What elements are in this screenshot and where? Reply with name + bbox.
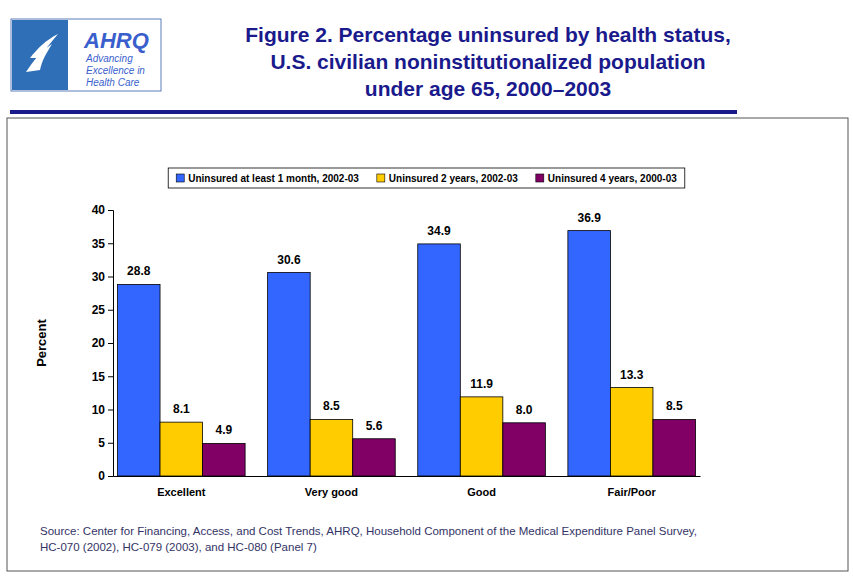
bar [160, 422, 203, 476]
axis-title: Percent [34, 318, 49, 366]
source-note: Source: Center for Financing, Access, an… [40, 525, 697, 537]
tick-label: 35 [92, 237, 106, 251]
tick-label: 15 [92, 370, 106, 384]
bar [653, 419, 696, 476]
tick: 15 [92, 370, 113, 384]
bar [568, 231, 611, 476]
tick-label: 25 [92, 303, 106, 317]
bar [418, 244, 461, 476]
bar [268, 273, 311, 476]
logo-text: Excellence in [86, 65, 145, 76]
tick-mark [108, 277, 113, 278]
tick-mark [108, 376, 113, 377]
tick-mark [108, 343, 113, 344]
bar [118, 284, 161, 476]
tick-label: Excellent [157, 486, 206, 498]
tick: Fair/Poor [608, 476, 657, 498]
tick-label: Good [467, 486, 496, 498]
bar [310, 419, 353, 476]
tick-mark [108, 210, 113, 211]
tick-label: 20 [92, 336, 106, 350]
tick: 40 [92, 203, 113, 217]
data-label: 13.3 [620, 368, 644, 382]
panel-frame [7, 118, 848, 571]
data-label: 8.0 [516, 403, 533, 417]
tick-label: 5 [98, 436, 105, 450]
legend-swatch [176, 174, 184, 182]
logo-text: AHRQ [83, 28, 149, 53]
bars [118, 231, 696, 476]
bar [353, 439, 396, 476]
axis-line [108, 211, 114, 477]
legend-label: Uninsured 4 years, 2000-03 [548, 173, 677, 184]
logo-emblem [26, 34, 58, 72]
data-label: 36.9 [577, 211, 601, 225]
tick-label: Fair/Poor [608, 486, 657, 498]
bar [203, 443, 246, 476]
data-label: 4.9 [216, 423, 233, 437]
data-label: 5.6 [366, 419, 383, 433]
bar [503, 423, 546, 476]
tick: Excellent [157, 476, 206, 498]
header-rule [10, 110, 737, 114]
tick-mark [108, 443, 113, 444]
title: under age 65, 2000–2003 [365, 77, 611, 100]
logo-seal [12, 20, 68, 90]
title: Figure 2. Percentage uninsured by health… [245, 23, 730, 46]
legend: Uninsured at least 1 month, 2002-03 Unins… [168, 168, 685, 188]
data-label: 34.9 [427, 224, 451, 238]
legend-label: Uninsured at least 1 month, 2002-03 [188, 173, 359, 184]
y-axis: 0 5 10 15 20 25 30 35 40 [92, 203, 114, 483]
legend-swatch [536, 174, 544, 182]
data-label: 28.8 [127, 264, 151, 278]
tick-label: 10 [92, 403, 106, 417]
legend-label: Uninsured 2 years, 2002-03 [389, 173, 518, 184]
logo-frame [11, 19, 161, 91]
tick: 5 [98, 436, 113, 450]
bar [460, 397, 503, 476]
tick-label: 30 [92, 270, 106, 284]
background [0, 0, 853, 576]
tick: 35 [92, 237, 113, 251]
x-axis: Excellent Very good Good Fair/Poor [114, 476, 701, 498]
tick: 10 [92, 403, 113, 417]
tick: 25 [92, 303, 113, 317]
tick-mark [108, 243, 113, 244]
logo-text: Advancing [85, 53, 133, 64]
tick: 20 [92, 336, 113, 350]
legend-swatch [377, 174, 385, 182]
axis-line [114, 476, 701, 477]
tick-mark [108, 410, 113, 411]
tick-mark [108, 310, 113, 311]
title: U.S. civilian noninstitutionalized popul… [270, 50, 705, 73]
tick-mark [108, 476, 113, 477]
tick-label: 40 [92, 203, 106, 217]
bar [610, 388, 653, 476]
legend-frame [168, 168, 685, 188]
data-label: 30.6 [277, 253, 301, 267]
data-label: 8.5 [666, 399, 683, 413]
tick: Very good [305, 476, 358, 498]
source-note: HC-070 (2002), HC-079 (2003), and HC-080… [40, 541, 317, 553]
chart: AHRQAdvancingExcellence inHealth Care Fig… [0, 0, 853, 576]
data-label: 8.5 [323, 399, 340, 413]
tick: 30 [92, 270, 113, 284]
tick-label: 0 [98, 469, 105, 483]
tick: 0 [98, 469, 113, 483]
data-label: 11.9 [470, 377, 493, 391]
logo-text: Health Care [86, 77, 140, 88]
tick-label: Very good [305, 486, 358, 498]
tick: Good [467, 476, 496, 498]
data-label: 8.1 [173, 402, 190, 416]
logo: AHRQAdvancingExcellence inHealth Care [11, 19, 161, 91]
data-labels: 28.8 30.6 34.9 36.9 8.1 8.5 11.9 13.3 4.9 5.6 8.0 8… [127, 211, 683, 438]
